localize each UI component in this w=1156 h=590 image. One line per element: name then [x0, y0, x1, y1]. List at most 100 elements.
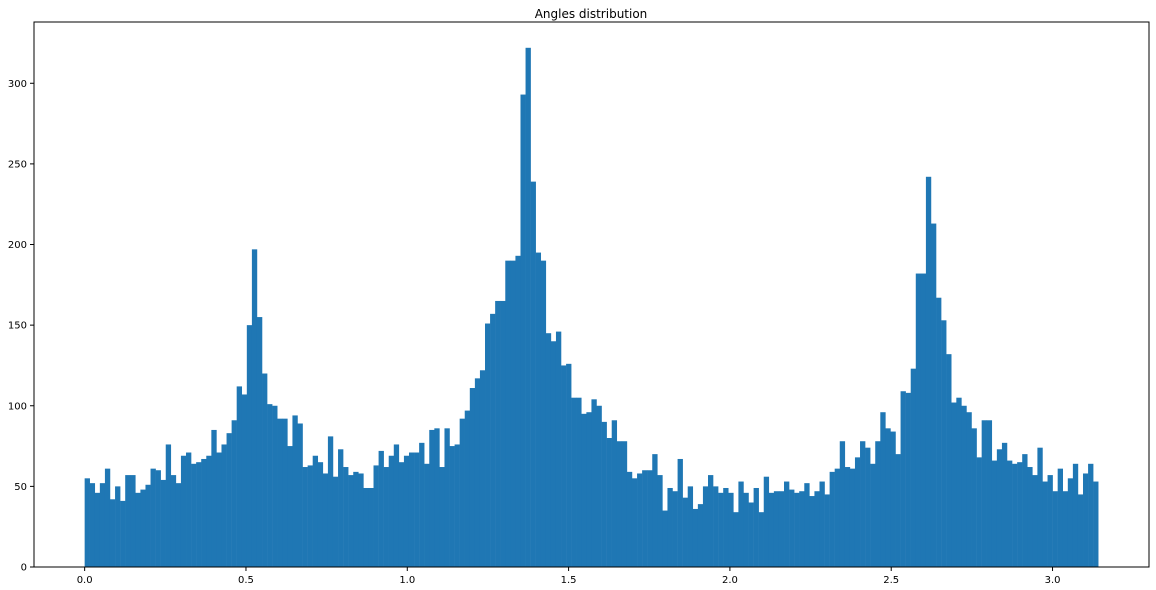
histogram-bar: [104, 468, 111, 567]
histogram-bar: [196, 462, 202, 567]
histogram-bar: [951, 402, 957, 567]
histogram-bar: [469, 388, 476, 567]
histogram-bar: [631, 478, 638, 567]
histogram-bar: [125, 475, 131, 567]
histogram-bar: [140, 489, 146, 567]
histogram-bar: [485, 323, 491, 567]
histogram-bar: [890, 431, 896, 567]
histogram-bar: [525, 47, 531, 568]
histogram-bar: [915, 273, 922, 567]
histogram-bar: [535, 252, 542, 567]
histogram-bar: [322, 473, 329, 567]
histogram-bar: [550, 341, 557, 567]
histogram-bar: [348, 475, 354, 567]
histogram-bar: [1047, 475, 1053, 567]
histogram-bar: [966, 412, 972, 567]
histogram-bar: [626, 471, 633, 567]
histogram-bar: [1032, 475, 1038, 567]
histogram-bar: [474, 378, 481, 567]
histogram-bar: [748, 502, 754, 567]
histogram-bar: [941, 320, 947, 567]
histogram-bar: [277, 418, 283, 567]
histogram-bar: [444, 428, 450, 567]
histogram-bar: [505, 260, 511, 567]
histogram-bar: [697, 504, 704, 567]
histogram-bar: [454, 444, 460, 567]
histogram-bar: [616, 441, 623, 567]
histogram-bar: [849, 468, 856, 567]
histogram-bar: [829, 471, 835, 567]
histogram-bar: [292, 415, 298, 567]
histogram-bar: [677, 458, 683, 567]
histogram-bar: [267, 404, 273, 567]
histogram-bar: [708, 475, 714, 567]
histogram-bar: [221, 444, 227, 567]
histogram-bar: [865, 447, 871, 567]
histogram-bar: [145, 484, 151, 567]
histogram-bar: [378, 450, 384, 567]
histogram-bar: [986, 420, 993, 567]
histogram-bar: [819, 481, 825, 567]
histogram-bar: [246, 325, 253, 567]
histogram-bar: [479, 370, 486, 567]
histogram-bar: [642, 470, 648, 567]
histogram-bar: [1077, 494, 1084, 567]
y-tick-label: 100: [8, 401, 27, 412]
histogram-bar: [191, 463, 197, 567]
bars-group: [84, 47, 1099, 568]
histogram-bar: [692, 508, 699, 567]
histogram-bar: [500, 300, 506, 567]
histogram-bar: [216, 452, 222, 567]
histogram-bar: [809, 496, 815, 567]
histogram-bar: [682, 497, 688, 567]
histogram-bar: [94, 492, 101, 567]
histogram-bar: [120, 500, 126, 567]
histogram-bar: [211, 429, 217, 567]
histogram-bar: [723, 487, 729, 567]
histogram-bar: [956, 397, 962, 567]
histogram-bar: [419, 442, 425, 567]
histogram-bar: [591, 399, 597, 567]
histogram-bar: [241, 394, 248, 567]
histogram-bar: [398, 462, 405, 567]
histogram-bar: [84, 478, 90, 567]
histogram-bar: [1093, 481, 1099, 567]
histogram-bar: [363, 487, 369, 567]
histogram-bar: [155, 470, 161, 567]
histogram-bar: [672, 491, 678, 567]
histogram-bar: [175, 483, 182, 567]
histogram-bar: [1001, 442, 1008, 567]
histogram-bar: [206, 455, 212, 567]
histogram-bar: [581, 413, 587, 567]
histogram-bar: [1042, 481, 1048, 567]
histogram-bar: [920, 273, 927, 567]
histogram-bar: [1007, 460, 1013, 567]
histogram-bar: [1012, 463, 1018, 567]
histogram-bar: [256, 317, 263, 567]
histogram-bar: [231, 420, 237, 567]
histogram-bar: [1088, 463, 1094, 567]
histogram-bar: [317, 462, 324, 567]
histogram-bar: [373, 465, 379, 567]
x-tick-label: 0.0: [77, 575, 93, 586]
histogram-bar: [860, 441, 866, 567]
histogram-bar: [464, 410, 471, 567]
histogram-bar: [1027, 467, 1033, 567]
histogram-bar: [606, 438, 612, 567]
axes-frame: [33, 21, 1150, 568]
histogram-bar: [165, 444, 172, 567]
histogram-bar: [586, 412, 592, 567]
histogram-bar: [702, 486, 709, 567]
histogram-bar: [799, 491, 805, 567]
histogram-bar: [307, 465, 313, 567]
histogram-bar: [854, 457, 861, 567]
histogram-bar: [439, 467, 445, 567]
histogram-bar: [1083, 473, 1089, 567]
y-tick-label: 150: [8, 321, 27, 332]
histogram-bar: [667, 487, 673, 567]
histogram-bar: [621, 441, 628, 567]
histogram-bar: [368, 487, 374, 567]
y-tick-label: 0: [21, 563, 27, 574]
histogram-bar: [1017, 462, 1023, 567]
histogram-bar: [414, 452, 420, 567]
